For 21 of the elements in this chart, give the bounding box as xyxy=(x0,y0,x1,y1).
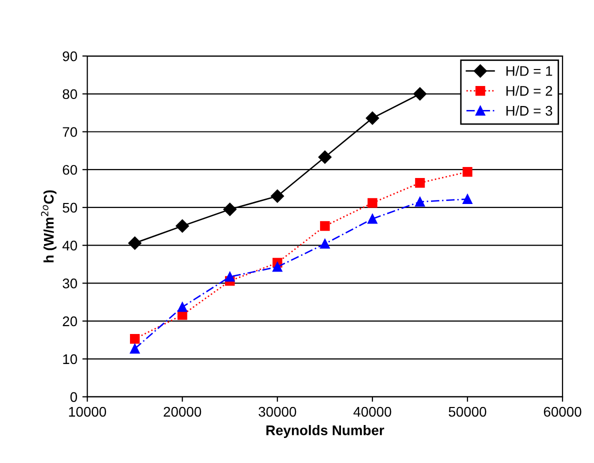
y-tick-label: 80 xyxy=(62,89,78,100)
y-tick-label: 50 xyxy=(62,202,78,213)
x-tick-label: 50000 xyxy=(448,406,486,417)
x-tick-label: 60000 xyxy=(544,406,582,417)
y-tick-label: 40 xyxy=(62,240,78,251)
y-tick-label: 70 xyxy=(62,127,78,137)
legend-label: H/D = 3 xyxy=(506,106,552,116)
y-tick-label: 90 xyxy=(62,51,78,62)
y-tick-label: 20 xyxy=(62,316,78,326)
x-tick-label: 40000 xyxy=(353,406,392,417)
y-tick-label: 10 xyxy=(63,354,78,364)
y-tick-label: 30 xyxy=(62,278,78,288)
x-tick-label: 10000 xyxy=(69,406,106,417)
x-tick-label: 30000 xyxy=(258,406,296,417)
x-axis-title: Reynolds Number xyxy=(266,425,384,438)
y-tick-label: 60 xyxy=(62,164,78,175)
x-tick-label: 20000 xyxy=(164,406,202,417)
legend-label: H/D = 1 xyxy=(506,66,552,76)
y-tick-label: 0 xyxy=(70,392,78,402)
y-axis-title: h (W/m$^{2o}$C) xyxy=(41,190,56,262)
legend-label: H/D = 2 xyxy=(506,86,552,96)
